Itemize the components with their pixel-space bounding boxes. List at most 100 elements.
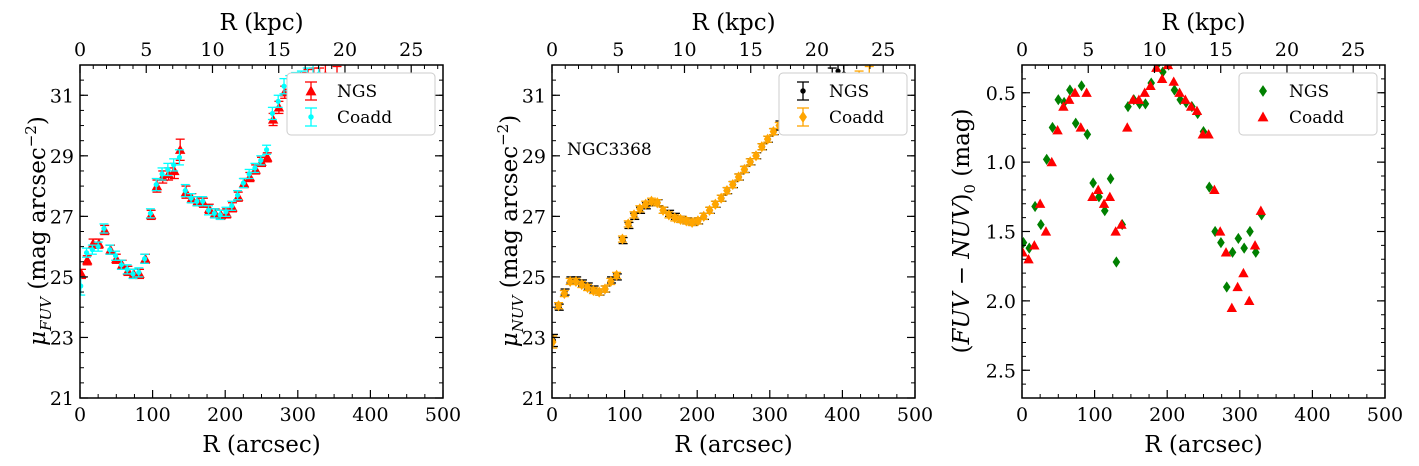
top-x-tick-label: 20 (333, 39, 357, 61)
data-point-ngs (835, 68, 841, 74)
x-tick-label: 100 (134, 404, 170, 426)
top-x-tick-label: 10 (200, 39, 224, 61)
data-point-coadd (112, 253, 119, 259)
data-point-ngs (1234, 232, 1243, 245)
data-point-coadd (1029, 240, 1040, 250)
top-x-tick-label: 15 (1209, 39, 1233, 61)
data-point-coadd (188, 195, 194, 201)
legend: NGS Coadd (286, 72, 436, 136)
data-point-coadd (1209, 184, 1220, 195)
top-x-axis-label: R (kpc) (1161, 10, 1245, 36)
top-x-tick-label: 25 (1341, 39, 1365, 61)
y-tick-label: 25 (522, 267, 546, 289)
data-point-coadd (83, 250, 90, 256)
data-point-coadd (200, 198, 206, 204)
data-point-coadd (583, 281, 592, 294)
data-point-ngs (1042, 153, 1051, 165)
data-point-coadd (1226, 302, 1238, 312)
top-x-tick-label: 25 (399, 39, 423, 61)
y-tick-label: 2.0 (986, 291, 1016, 313)
top-x-axis-label: R (kpc) (691, 10, 775, 36)
y-tick-label: 27 (50, 206, 74, 228)
data-point-coadd (670, 212, 679, 224)
legend-label-coadd: Coadd (1289, 108, 1344, 128)
data-point-coadd (142, 256, 148, 262)
data-point-coadd (560, 287, 569, 300)
data-point-coadd (711, 198, 720, 210)
x-tick-label: 100 (606, 404, 642, 426)
data-point-coadd (1244, 295, 1255, 306)
legend-label-coadd: Coadd (337, 108, 392, 128)
data-point-coadd (1185, 101, 1197, 111)
x-axis-label: R (arcsec) (1144, 432, 1262, 458)
x-tick-label: 300 (752, 404, 788, 426)
data-point-coadd (1052, 125, 1063, 135)
data-point-coadd (1075, 122, 1087, 132)
data-point-coadd (717, 192, 725, 204)
data-point-coadd (734, 171, 743, 183)
data-point-coadd (595, 286, 603, 298)
data-point-coadd (124, 266, 130, 272)
data-point-coadd (601, 283, 609, 295)
legend-marker-coadd (308, 114, 314, 120)
data-point-coadd (1220, 247, 1232, 257)
data-point-coadd (176, 154, 183, 160)
data-point-coadd (159, 171, 165, 177)
data-point-coadd (705, 204, 714, 216)
data-point-coadd (636, 203, 644, 215)
legend-label-ngs: NGS (1289, 82, 1329, 102)
y-tick-label: 31 (50, 85, 74, 107)
data-point-coadd (107, 247, 113, 253)
data-point-coadd (688, 216, 696, 229)
series-coadd (1022, 65, 1267, 312)
legend-marker-coadd (799, 111, 807, 123)
legend-frame (1238, 72, 1378, 136)
legend-label-coadd: Coadd (829, 108, 884, 128)
top-x-tick-label: 25 (871, 39, 895, 61)
data-point-coadd (194, 198, 200, 204)
data-point-coadd (246, 171, 252, 177)
legend: NGS Coadd (1238, 72, 1378, 136)
x-tick-label: 300 (1222, 404, 1258, 426)
data-point-coadd (252, 165, 258, 171)
data-point-ngs (1170, 84, 1179, 96)
data-point-coadd (101, 225, 107, 232)
data-point-coadd (1145, 80, 1156, 90)
data-point-coadd (80, 283, 84, 289)
x-tick-label: 400 (1294, 404, 1330, 426)
data-point-coadd (682, 215, 691, 227)
data-point-coadd (136, 269, 142, 275)
data-point-coadd (1180, 94, 1191, 104)
data-point-coadd (572, 275, 580, 288)
data-point-coadd (258, 157, 264, 163)
data-point-coadd (182, 188, 188, 194)
y-axis-label-middle: μNUV (mag arcsec−2) (494, 115, 527, 347)
x-tick-label: 500 (897, 404, 933, 426)
data-point-coadd (1191, 105, 1203, 115)
top-x-tick-label: 5 (140, 39, 152, 61)
data-point-coadd (275, 98, 281, 104)
data-point-ngs (262, 152, 273, 162)
data-point-coadd (223, 209, 229, 215)
data-point-ngs (1077, 80, 1086, 92)
data-point-coadd (694, 215, 702, 227)
data-point-ngs (1022, 237, 1028, 249)
data-point-ngs (1228, 246, 1237, 258)
data-point-coadd (269, 110, 275, 117)
data-point-coadd (577, 278, 586, 291)
x-tick-label: 0 (1016, 404, 1028, 426)
x-axis-label: R (arcsec) (202, 432, 320, 458)
data-point-coadd (1022, 247, 1028, 257)
data-point-coadd (728, 178, 737, 191)
data-point-coadd (153, 181, 159, 188)
data-point-coadd (1116, 219, 1127, 229)
legend: NGS Coadd (778, 72, 908, 136)
top-x-tick-label: 10 (672, 39, 696, 61)
data-point-coadd (618, 233, 627, 245)
data-point-coadd (1139, 87, 1150, 97)
y-tick-label: 23 (522, 327, 546, 349)
legend-marker-coadd (1257, 111, 1269, 122)
panel-left-fuv-profile: 0 100 200 300 400 500 0 5 10 15 20 25 21 23 25 27 29 31 R … (50, 10, 461, 458)
data-point-coadd (263, 147, 270, 153)
